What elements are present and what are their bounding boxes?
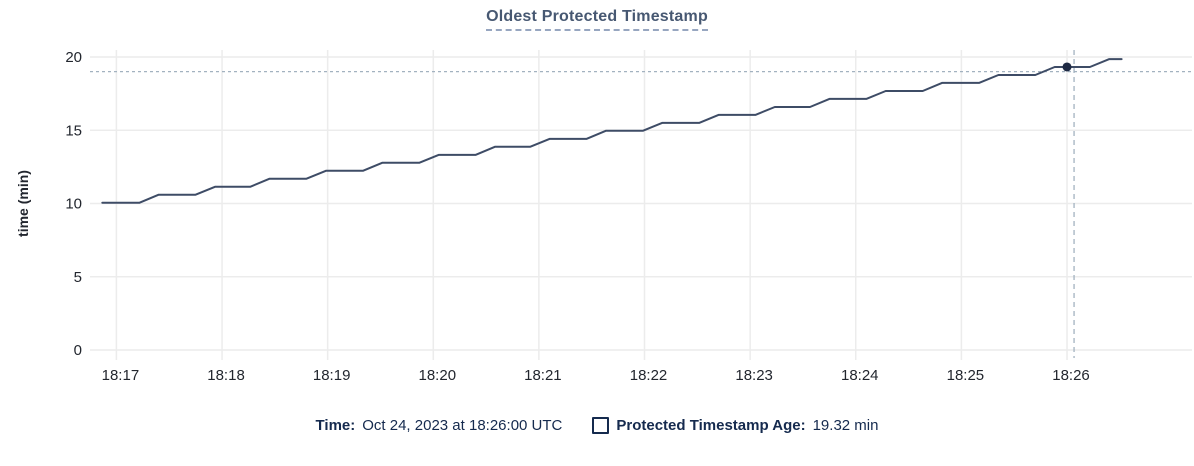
series-line [101, 58, 1123, 204]
hover-time: Time: Oct 24, 2023 at 18:26:00 UTC [316, 417, 563, 434]
x-tick-label: 18:18 [207, 367, 245, 384]
y-tick-label: 10 [65, 196, 82, 213]
hover-time-value: Oct 24, 2023 at 18:26:00 UTC [362, 417, 563, 434]
y-tick-label: 0 [74, 342, 82, 359]
x-tick-label: 18:19 [313, 367, 351, 384]
y-tick-label: 5 [74, 269, 82, 286]
chart-title[interactable]: Oldest Protected Timestamp [486, 8, 708, 31]
x-tick-label: 18:20 [419, 367, 457, 384]
x-tick-label: 18:23 [735, 367, 773, 384]
series-toggle-checkbox[interactable] [592, 417, 610, 434]
x-tick-label: 18:26 [1052, 367, 1090, 384]
chart-header: Oldest Protected Timestamp [0, 8, 1194, 31]
y-tick-label: 15 [65, 122, 82, 139]
x-tick-label: 18:17 [102, 367, 140, 384]
chart-canvas[interactable]: 0 5 10 15 20 18:17 18:18 18:19 18:20 18:21 18:22 18… [0, 0, 1194, 400]
series-label: Protected Timestamp Age: [616, 417, 806, 434]
y-tick-label: 20 [65, 49, 82, 66]
y-axis-title: time (min) [15, 170, 31, 237]
hover-point-marker [1062, 62, 1072, 72]
hover-readout: Time: Oct 24, 2023 at 18:26:00 UTC Prote… [0, 417, 1194, 434]
series-value: 19.32 min [812, 417, 879, 434]
x-tick-label: 18:24 [841, 367, 879, 384]
x-tick-label: 18:21 [524, 367, 562, 384]
x-tick-label: 18:22 [630, 367, 668, 384]
legend-item-protected-timestamp-age[interactable]: Protected Timestamp Age: 19.32 min [592, 417, 878, 434]
x-tick-label: 18:25 [947, 367, 985, 384]
hover-time-label: Time: [315, 417, 356, 434]
